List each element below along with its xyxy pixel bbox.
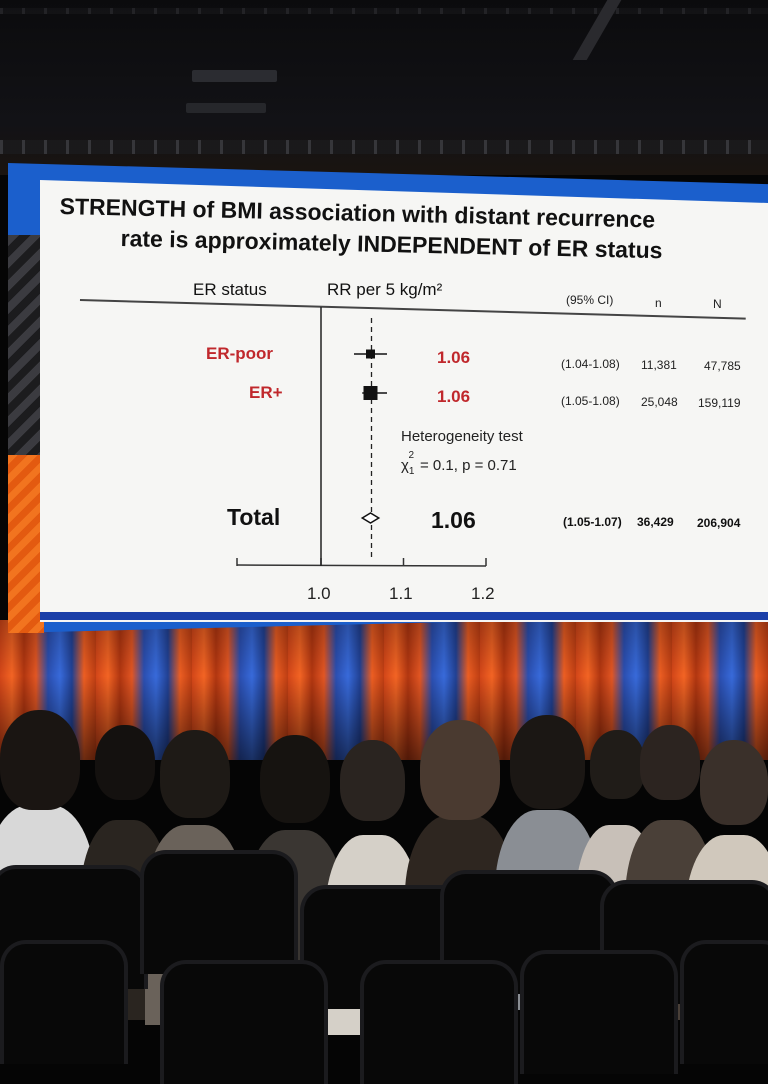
audience-member-head — [160, 730, 230, 818]
header-rr: RR per 5 kg/m² — [327, 280, 443, 299]
audience-member-head — [340, 740, 405, 822]
row-N-er-positive: 159,119 — [698, 396, 741, 410]
heterogeneity-label: Heterogeneity test — [401, 428, 523, 445]
header-n: n — [655, 296, 662, 310]
audience-chair — [160, 960, 328, 1084]
row-n-er-poor: 11,381 — [641, 358, 677, 372]
axis-tick-label: 1.0 — [307, 584, 331, 603]
audience-member-head — [590, 730, 645, 799]
header-N: N — [713, 297, 722, 311]
audience-member-head — [95, 725, 155, 800]
row-rr-er-positive: 1.06 — [437, 387, 471, 406]
row-rr-er-poor: 1.06 — [437, 348, 471, 367]
row-n-total: 36,429 — [637, 515, 674, 529]
row-label-er-poor: ER-poor — [206, 344, 274, 363]
row-rr-total: 1.06 — [431, 507, 476, 533]
header-er-status: ER status — [193, 280, 267, 299]
audience-member-head — [700, 740, 768, 825]
chi-symbol: χ — [401, 457, 409, 474]
audience-chair — [680, 940, 768, 1064]
stage-light — [186, 103, 266, 113]
chi-subscript: 1 — [408, 466, 415, 477]
row-label-total: Total — [227, 504, 281, 530]
slide-bottom-band — [40, 612, 768, 620]
audience — [0, 700, 768, 1084]
header-ci: (95% CI) — [566, 293, 614, 307]
row-ci-er-positive: (1.05-1.08) — [561, 394, 620, 408]
row-N-er-poor: 47,785 — [704, 359, 741, 373]
heterogeneity-stat: χ1 2 = 0.1, p = 0.71 — [401, 450, 517, 477]
audience-member-head — [640, 725, 700, 800]
audience-chair — [140, 850, 298, 974]
ceiling-truss — [0, 8, 768, 14]
lighting-truss — [0, 140, 768, 154]
screen-orange-decoration — [8, 455, 44, 633]
axis-tick-label: 1.2 — [471, 584, 495, 603]
audience-chair — [360, 960, 518, 1084]
audience-chair — [0, 940, 128, 1064]
stage-light — [192, 70, 277, 82]
screen-stripe-decoration — [8, 235, 44, 460]
presentation-slide — [40, 180, 768, 622]
audience-chair — [520, 950, 678, 1074]
chi-value: = 0.1, p = 0.71 — [420, 457, 517, 474]
row-ci-er-poor: (1.04-1.08) — [561, 357, 620, 371]
audience-member-head — [510, 715, 585, 809]
row-n-er-positive: 25,048 — [641, 395, 678, 409]
row-N-total: 206,904 — [697, 516, 741, 530]
audience-member-head — [260, 735, 330, 823]
chi-superscript: 2 — [408, 450, 414, 461]
audience-member-head — [420, 720, 500, 820]
row-ci-total: (1.05-1.07) — [563, 515, 622, 529]
axis-tick-label: 1.1 — [389, 584, 413, 603]
audience-member-head — [0, 710, 80, 810]
row-label-er-positive: ER+ — [249, 383, 283, 402]
